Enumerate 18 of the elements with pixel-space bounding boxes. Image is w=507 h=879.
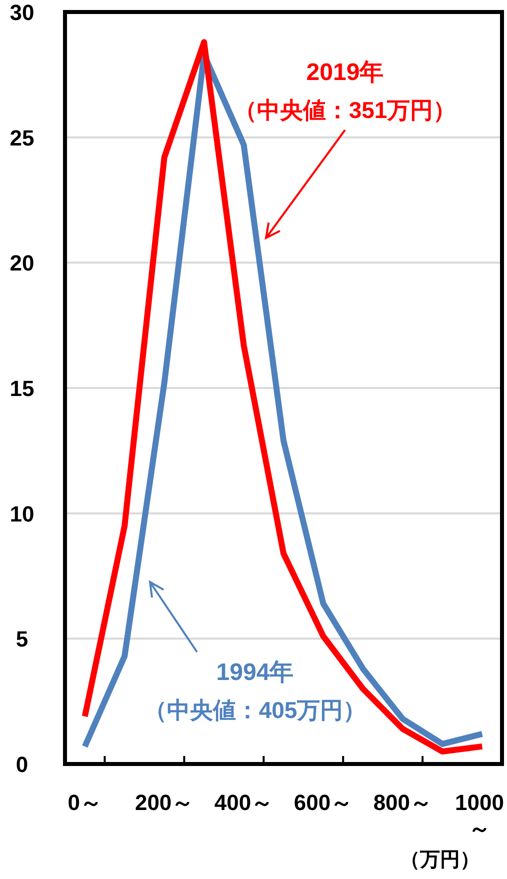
y-tick-label: 10 xyxy=(10,501,34,526)
annotation: （中央値：351万円） xyxy=(234,97,456,123)
y-tick-label: 25 xyxy=(10,125,34,150)
y-tick-label: 30 xyxy=(10,0,34,25)
text: 1994年 xyxy=(216,659,294,686)
x-axis-title: （万円） xyxy=(400,849,480,871)
y-tick-label: 0 xyxy=(16,752,28,777)
y-tick-label: 15 xyxy=(10,376,34,401)
x-tick-label: 0～ xyxy=(68,790,102,815)
x-tick-label: 400～ xyxy=(214,790,274,815)
y-tick-label: 5 xyxy=(16,626,28,652)
y-tick-label: 20 xyxy=(10,250,34,276)
x-tick-label: 600～ xyxy=(294,790,353,815)
annotation: （中央値：405万円） xyxy=(144,697,366,723)
text: 2019年 xyxy=(306,59,384,86)
x-tick-label: 800～ xyxy=(373,790,432,815)
x-tick-label: 1000～ xyxy=(455,790,504,841)
x-tick-label: 200～ xyxy=(134,790,194,815)
